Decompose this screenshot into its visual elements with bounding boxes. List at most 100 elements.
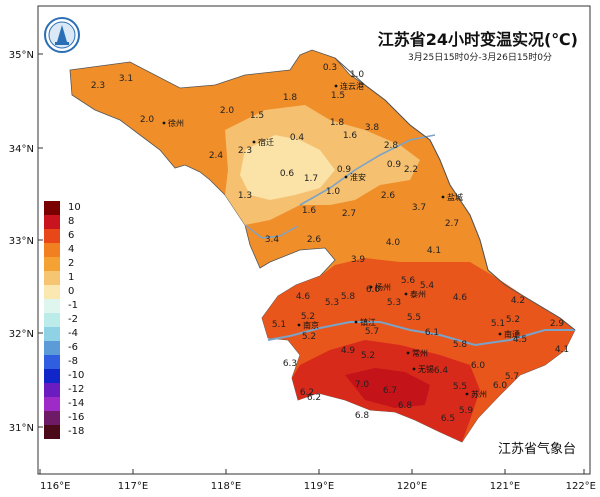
station-value: 3.1 [119, 74, 133, 84]
agency-logo-icon [43, 16, 81, 54]
legend-label: 0 [68, 286, 75, 297]
station-value: 2.6 [307, 235, 322, 245]
coast-line [334, 57, 576, 331]
station-value: 5.7 [365, 327, 379, 337]
station-value: 5.3 [325, 298, 339, 308]
legend-label: 1 [68, 272, 75, 283]
legend-swatch [44, 285, 60, 299]
city-label: 宿迁 [258, 137, 274, 147]
map-subtitle: 3月25日15时0分-3月26日15时0分 [408, 53, 552, 63]
station-value: 2.4 [209, 151, 224, 161]
legend-swatch [44, 229, 60, 243]
station-value: 6.8 [398, 401, 413, 411]
station-value: 1.3 [238, 191, 252, 201]
station-value: 5.9 [459, 406, 474, 416]
city-dot [441, 195, 445, 199]
station-value: 5.2 [506, 315, 520, 325]
station-value: 3.7 [412, 203, 426, 213]
station-value: 6.5 [441, 414, 455, 424]
station-value: 4.9 [341, 346, 356, 356]
station-value: 1.0 [350, 70, 365, 80]
station-value: 6.2 [307, 393, 321, 403]
legend-label: -12 [68, 384, 85, 395]
legend-swatch [44, 411, 60, 425]
station-value: 1.8 [330, 118, 345, 128]
legend-swatch [44, 327, 60, 341]
station-value: 2.7 [445, 219, 459, 229]
station-value: 5.3 [387, 298, 401, 308]
station-value: 4.1 [555, 345, 569, 355]
legend-swatch [44, 369, 60, 383]
station-value: 5.2 [361, 351, 375, 361]
legend-item: -8 [44, 355, 114, 369]
city-dot [354, 320, 358, 324]
city-label: 盐城 [447, 192, 463, 202]
legend-label: -8 [68, 356, 78, 367]
station-value: 6.2 [300, 388, 314, 398]
city-label: 连云港 [340, 81, 364, 91]
lon-tick-label: 122°E [566, 481, 596, 492]
legend-label: -4 [68, 328, 78, 339]
station-value: 4.6 [453, 293, 468, 303]
map-title: 江苏省24小时变温实况(℃) [377, 30, 578, 49]
city-label: 南京 [303, 320, 319, 330]
north-canal [299, 134, 436, 206]
station-value: 5.1 [272, 320, 286, 330]
station-value: 4.5 [513, 335, 527, 345]
legend-label: -14 [68, 398, 85, 409]
city-dot [344, 175, 348, 179]
station-value: 2.0 [220, 106, 235, 116]
yangtze-river [267, 321, 575, 347]
station-value: 6.0 [471, 361, 486, 371]
lon-tick-label: 121°E [490, 481, 520, 492]
station-value: 4.0 [386, 238, 401, 248]
legend-swatch [44, 397, 60, 411]
city-label: 常州 [412, 349, 428, 358]
hongze-lake-edge [244, 224, 299, 239]
lat-tick-label: 33°N [9, 236, 34, 247]
legend-swatch [44, 257, 60, 271]
station-value: 0.4 [290, 133, 305, 143]
station-value: 5.2 [302, 332, 316, 342]
legend-label: -16 [68, 412, 85, 423]
station-value: 5.6 [401, 276, 416, 286]
station-values: 0.3 1.0 2.3 3.1 1.8 1.5 2.0 2.0 1.5 1.8 3.8 0.4 1.6 2… [91, 63, 569, 424]
legend-swatch [44, 425, 60, 439]
legend-item: 10 [44, 201, 114, 215]
lat-tick-label: 32°N [9, 329, 34, 340]
legend-item: 2 [44, 257, 114, 271]
station-value: 5.8 [341, 292, 356, 302]
legend-item: 0 [44, 285, 114, 299]
station-value: 5.7 [505, 372, 519, 382]
station-value: 2.2 [404, 165, 418, 175]
station-value: 4.2 [511, 296, 525, 306]
city-dot [297, 323, 301, 327]
legend-item: -4 [44, 327, 114, 341]
station-value: 1.8 [283, 93, 298, 103]
station-value: 2.6 [381, 191, 396, 201]
legend-item: 6 [44, 229, 114, 243]
station-value: 5.5 [407, 313, 421, 323]
lon-tick-label: 119°E [304, 481, 334, 492]
legend-item: -2 [44, 313, 114, 327]
station-value: 6.3 [283, 359, 297, 369]
station-value: 2.3 [238, 146, 252, 156]
legend-swatch [44, 299, 60, 313]
legend-label: -2 [68, 314, 78, 325]
station-value: 1.0 [326, 187, 341, 197]
lon-tick-label: 117°E [118, 481, 148, 492]
city-dot [412, 367, 416, 371]
city-label: 泰州 [410, 289, 426, 299]
station-value: 3.4 [265, 235, 280, 245]
station-value: 6.7 [383, 386, 397, 396]
station-value: 6.0 [366, 285, 381, 295]
legend-item: -18 [44, 425, 114, 439]
legend-item: 8 [44, 215, 114, 229]
legend-item: 4 [44, 243, 114, 257]
city-label: 苏州 [471, 389, 487, 399]
lon-tick-label: 116°E [40, 481, 70, 492]
station-value: 5.1 [491, 319, 505, 329]
station-value: 6.1 [425, 328, 439, 338]
